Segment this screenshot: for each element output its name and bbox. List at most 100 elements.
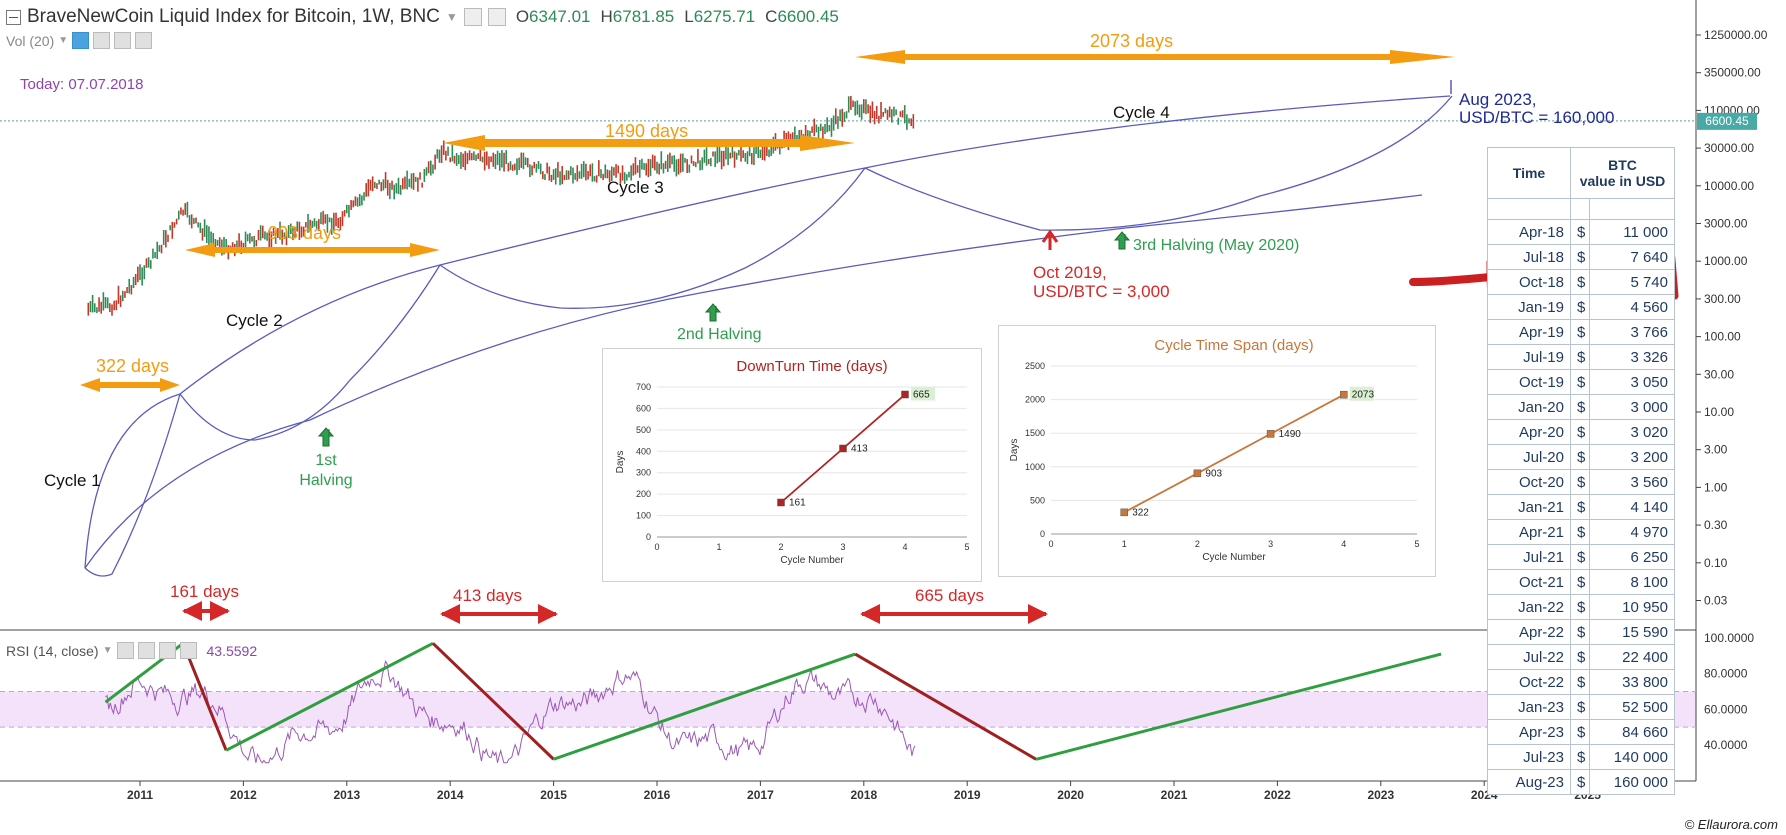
gear-icon[interactable]	[137, 642, 155, 659]
plus-icon[interactable]	[114, 32, 132, 49]
inset-x-tick: 4	[1341, 539, 1346, 549]
row-value: 3 050	[1589, 369, 1675, 395]
row-value: 8 100	[1589, 569, 1675, 595]
cycle-span-arrows	[80, 50, 1455, 392]
row-value: 4 970	[1589, 519, 1675, 545]
eye-icon[interactable]	[72, 32, 90, 49]
rsi-legend: RSI (14, close) ▼ 43.5592	[6, 642, 257, 659]
arrow-1490-days	[443, 135, 855, 151]
table-row: Oct-21 $8 100	[1487, 569, 1675, 595]
table-row: Jul-21 $6 250	[1487, 544, 1675, 570]
chevron-down-icon[interactable]: ▼	[445, 10, 458, 24]
price-tick-label: 0.03	[1704, 594, 1728, 608]
inset-point	[1340, 390, 1348, 399]
price-tick-label: 1250000.00	[1704, 28, 1768, 42]
table-row: Jan-21 $4 140	[1487, 494, 1675, 520]
inset-y-tick: 300	[636, 468, 651, 478]
table-row: Jul-22 $22 400	[1487, 644, 1675, 670]
inset-x-tick: 3	[840, 542, 845, 552]
label-cycle-1: Cycle 1	[44, 471, 101, 490]
table-row: Oct-19 $3 050	[1487, 369, 1675, 395]
table-row: Jan-22 $10 950	[1487, 594, 1675, 620]
year-tick-label: 2013	[333, 788, 360, 802]
row-time: Jan-22	[1487, 594, 1571, 620]
eye-icon[interactable]	[116, 642, 134, 659]
row-currency: $	[1570, 469, 1590, 495]
inset-x-tick: 5	[964, 542, 969, 552]
row-currency: $	[1570, 519, 1590, 545]
row-currency: $	[1570, 494, 1590, 520]
label-halving-3: 3rd Halving (May 2020)	[1133, 237, 1299, 254]
price-tick-label: 30000.00	[1704, 141, 1754, 155]
row-currency: $	[1570, 694, 1590, 720]
year-tick-label: 2018	[850, 788, 877, 802]
ohlc-high: H6781.85	[600, 7, 675, 26]
row-currency: $	[1570, 594, 1590, 620]
rsi-trend-segment	[431, 642, 555, 761]
rsi-axis: 100.0000 80.0000 60.0000 40.0000	[1704, 631, 1754, 752]
close-icon[interactable]	[135, 32, 153, 49]
cycle-time-span-chart: Cycle Time Span (days) 0 500 1000 1500 2000 25…	[998, 325, 1436, 577]
gear-icon[interactable]	[93, 32, 111, 49]
inset-y-tick: 1500	[1025, 428, 1045, 438]
inset-y-tick: 600	[636, 403, 651, 413]
row-time: Jan-19	[1487, 294, 1571, 320]
row-value: 6 250	[1589, 544, 1675, 570]
markers	[317, 229, 1131, 447]
inset-y-tick: 400	[636, 446, 651, 456]
rsi-tick-label: 40.0000	[1704, 738, 1748, 752]
inset-title: Cycle Time Span (days)	[1154, 337, 1313, 354]
cycle-span-chart-svg: Cycle Time Span (days)050010001500200025…	[1009, 337, 1420, 563]
collapse-icon[interactable]	[6, 9, 21, 25]
row-value: 15 590	[1589, 619, 1675, 645]
row-value: 52 500	[1589, 694, 1675, 720]
row-currency: $	[1570, 219, 1590, 245]
inset-y-tick: 0	[1040, 529, 1045, 539]
year-tick-label: 2022	[1264, 788, 1291, 802]
chart-header: BraveNewCoin Liquid Index for Bitcoin, 1…	[6, 4, 839, 30]
inset-y-tick: 500	[636, 425, 651, 435]
settings-icon[interactable]	[463, 8, 482, 26]
chart-title: BraveNewCoin Liquid Index for Bitcoin, 1…	[27, 6, 440, 27]
inset-xlabel: Cycle Number	[780, 555, 844, 566]
halving-2-arrow	[704, 303, 722, 322]
row-value: 3 000	[1589, 394, 1675, 420]
price-tick-label: 10.00	[1704, 405, 1734, 419]
price-axis: 1250000.00350000.00110000.0030000.001000…	[1696, 28, 1768, 608]
table-row: Jan-23 $52 500	[1487, 694, 1675, 720]
row-time: Apr-19	[1487, 319, 1571, 345]
label-161-days: 161 days	[170, 582, 239, 601]
column-time: Time	[1487, 147, 1571, 199]
inset-x-tick: 3	[1268, 539, 1273, 549]
row-time: Jul-19	[1487, 344, 1571, 370]
label-665-days: 665 days	[915, 586, 984, 605]
label-1490-days: 1490 days	[605, 121, 688, 141]
rsi-trend-segment	[854, 652, 1037, 761]
row-value: 22 400	[1589, 644, 1675, 670]
inset-data-label: 1490	[1279, 429, 1302, 440]
table-row: Apr-23 $84 660	[1487, 719, 1675, 745]
table-row: Jul-19 $3 326	[1487, 344, 1675, 370]
chevron-down-icon[interactable]: ▼	[102, 645, 113, 656]
plus-icon[interactable]	[158, 642, 176, 659]
row-currency: $	[1570, 394, 1590, 420]
row-value: 3 766	[1589, 319, 1675, 345]
row-time: Apr-18	[1487, 219, 1571, 245]
price-tick-label: 300.00	[1704, 292, 1741, 306]
current-price-badge: 6600.45	[1697, 112, 1757, 130]
inset-label-bg	[1349, 386, 1374, 401]
year-tick-label: 2014	[437, 788, 464, 802]
row-time: Jan-20	[1487, 394, 1571, 420]
table-row: Apr-18 $11 000	[1487, 219, 1675, 245]
price-tick-label: 10000.00	[1704, 179, 1754, 193]
inset-y-tick: 0	[646, 532, 651, 542]
row-currency: $	[1570, 369, 1590, 395]
chevron-down-icon[interactable]: ▼	[58, 35, 69, 46]
close-icon[interactable]	[179, 642, 197, 659]
row-time: Jul-20	[1487, 444, 1571, 470]
table-row: Apr-19 $3 766	[1487, 319, 1675, 345]
gear-icon[interactable]	[487, 8, 506, 26]
price-tick-label: 1.00	[1704, 480, 1728, 494]
row-value: 3 020	[1589, 419, 1675, 445]
table-row: Jan-19 $4 560	[1487, 294, 1675, 320]
